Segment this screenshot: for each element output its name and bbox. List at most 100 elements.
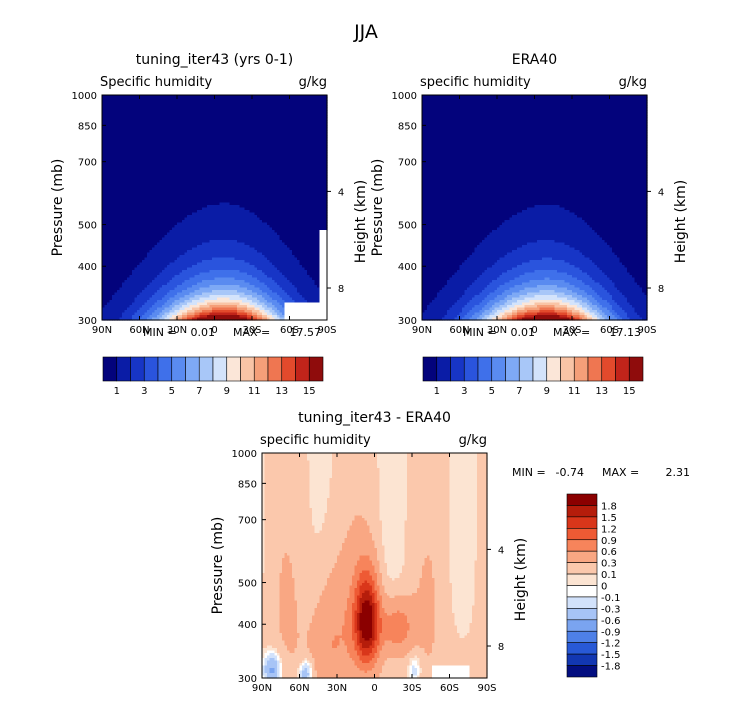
field-cell <box>102 155 106 159</box>
field-cell <box>202 182 206 186</box>
field-cell <box>267 165 271 169</box>
field-cell <box>312 95 316 99</box>
field-cell <box>322 127 326 131</box>
field-cell <box>159 187 163 191</box>
field-cell <box>167 112 171 116</box>
field-cell <box>312 127 316 131</box>
field-cell <box>164 160 168 164</box>
field-cell <box>119 182 123 186</box>
field-cell <box>269 177 273 181</box>
field-cell <box>264 102 268 106</box>
field-cell <box>132 115 136 119</box>
field-cell <box>307 100 311 104</box>
field-cell <box>257 185 261 189</box>
field-cell <box>219 145 223 149</box>
field-cell <box>239 190 243 194</box>
field-cell <box>164 112 168 116</box>
field-cell <box>129 120 133 124</box>
field-cell <box>294 100 298 104</box>
field-cell <box>249 177 253 181</box>
field-cell <box>172 140 176 144</box>
field-cell <box>272 135 276 139</box>
field-cell <box>249 165 253 169</box>
field-cell <box>142 132 146 136</box>
field-cell <box>184 180 188 184</box>
field-cell <box>219 102 223 106</box>
field-cell <box>272 130 276 134</box>
field-cell <box>189 117 193 121</box>
field-cell <box>184 192 188 196</box>
field-cell <box>297 147 301 151</box>
field-cell <box>239 187 243 191</box>
field-cell <box>289 165 293 169</box>
field-cell <box>222 102 226 106</box>
field-cell <box>104 147 108 151</box>
field-cell <box>314 195 318 199</box>
field-cell <box>244 110 248 114</box>
field-cell <box>182 132 186 136</box>
field-cell <box>174 190 178 194</box>
field-cell <box>139 137 143 141</box>
field-cell <box>139 150 143 154</box>
field-cell <box>204 162 208 166</box>
field-cell <box>162 197 166 201</box>
field-cell <box>117 187 121 191</box>
field-cell <box>209 177 213 181</box>
field-cell <box>282 157 286 161</box>
field-cell <box>244 152 248 156</box>
field-cell <box>192 97 196 101</box>
field-cell <box>244 142 248 146</box>
field-cell <box>294 175 298 179</box>
field-cell <box>322 177 326 181</box>
field-cell <box>257 177 261 181</box>
field-cell <box>247 202 251 206</box>
field-cell <box>252 177 256 181</box>
field-cell <box>309 147 313 151</box>
field-cell <box>274 120 278 124</box>
field-cell <box>264 147 268 151</box>
field-cell <box>199 187 203 191</box>
field-cell <box>229 122 233 126</box>
field-cell <box>269 170 273 174</box>
field-cell <box>264 152 268 156</box>
field-cell <box>144 177 148 181</box>
field-cell <box>212 105 216 109</box>
field-cell <box>132 200 136 204</box>
field-cell <box>257 117 261 121</box>
field-cell <box>127 170 131 174</box>
field-cell <box>309 137 313 141</box>
field-cell <box>224 195 228 199</box>
field-cell <box>129 102 133 106</box>
field-cell <box>104 102 108 106</box>
field-cell <box>244 200 248 204</box>
field-cell <box>112 102 116 106</box>
field-cell <box>259 132 263 136</box>
field-cell <box>287 185 291 189</box>
field-cell <box>154 147 158 151</box>
field-cell <box>284 145 288 149</box>
field-cell <box>247 95 251 99</box>
field-cell <box>197 172 201 176</box>
field-cell <box>124 202 128 206</box>
field-cell <box>232 117 236 121</box>
field-cell <box>302 190 306 194</box>
field-cell <box>164 117 168 121</box>
field-cell <box>204 147 208 151</box>
field-cell <box>212 132 216 136</box>
field-cell <box>197 150 201 154</box>
field-cell <box>294 102 298 106</box>
field-cell <box>229 195 233 199</box>
field-cell <box>142 107 146 111</box>
field-cell <box>289 152 293 156</box>
field-cell <box>229 175 233 179</box>
field-cell <box>127 97 131 101</box>
field-cell <box>164 100 168 104</box>
field-cell <box>282 100 286 104</box>
field-cell <box>289 132 293 136</box>
field-cell <box>319 197 323 201</box>
field-cell <box>269 122 273 126</box>
field-cell <box>294 140 298 144</box>
field-cell <box>174 125 178 129</box>
field-cell <box>259 190 263 194</box>
field-cell <box>274 127 278 131</box>
